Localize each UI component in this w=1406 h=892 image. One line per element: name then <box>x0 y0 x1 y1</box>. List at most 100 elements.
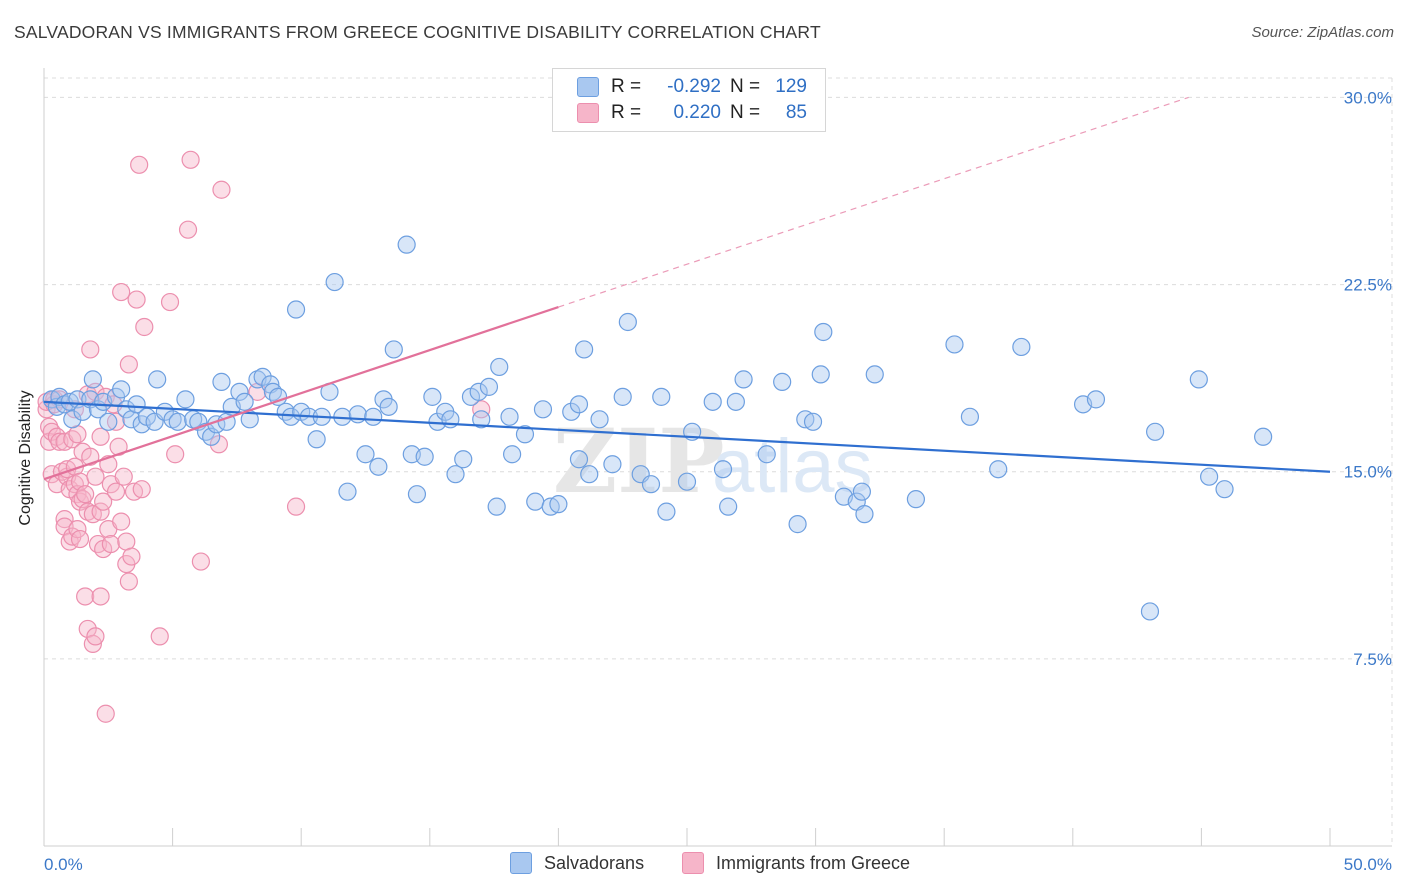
salvadoran-point <box>569 395 589 414</box>
greece-point <box>91 427 110 446</box>
legend-row-salvadorans: R = -0.292 N = 129 <box>577 75 807 99</box>
salvadoran-point <box>641 475 661 494</box>
gridlines <box>44 77 1393 846</box>
watermark: ZIP atlas <box>553 409 873 513</box>
salvadoran-point <box>865 365 884 384</box>
greece-point <box>91 587 110 606</box>
greece-point <box>106 412 126 431</box>
greece-point <box>106 482 126 501</box>
greece-point <box>209 435 228 454</box>
salvadoran-point <box>1146 422 1165 441</box>
greece-point <box>40 417 59 436</box>
y-tick-label: 22.5% <box>1344 276 1392 295</box>
bottom-legend-swatch-greece <box>682 852 704 874</box>
legend-n-key: N = <box>729 76 761 97</box>
legend-n-value: 129 <box>775 76 807 97</box>
salvadoran-point <box>1215 480 1234 499</box>
bottom-legend-swatch-salvadorans <box>510 852 532 874</box>
salvadoran-point <box>235 392 254 411</box>
salvadoran-point <box>63 410 82 429</box>
greece-point <box>132 480 151 499</box>
salvadoran-point <box>479 377 499 396</box>
salvadoran-point <box>613 387 632 406</box>
greece-point <box>76 587 95 606</box>
salvadoran-point <box>168 412 187 431</box>
greece-point <box>86 627 105 646</box>
salvadoran-point <box>657 502 676 521</box>
greece-point <box>55 510 74 529</box>
greece-point <box>212 180 231 199</box>
salvadoran-point <box>1140 602 1160 621</box>
greece-point <box>96 704 115 723</box>
salvadoran-point <box>112 380 131 399</box>
salvadoran-point <box>1086 390 1106 409</box>
legend-n-value: 85 <box>785 102 807 123</box>
salvadoran-point <box>734 370 753 389</box>
salvadoran-point <box>811 365 830 384</box>
watermark-atlas: atlas <box>712 424 873 509</box>
salvadoran-point <box>719 497 738 516</box>
greece-point <box>112 512 131 531</box>
bottom-legend-label-greece: Immigrants from Greece <box>716 852 911 873</box>
greece-point <box>86 467 105 486</box>
salvadoran-point <box>384 340 403 359</box>
salvadoran-point <box>703 392 722 411</box>
salvadoran-point <box>286 300 306 319</box>
greece-point <box>70 529 90 549</box>
greece-point <box>135 317 154 337</box>
greece-point <box>160 292 180 312</box>
salvadoran-point <box>176 390 195 409</box>
salvadoran-point <box>533 400 553 419</box>
x-tick-label: 0.0% <box>44 855 83 874</box>
salvadoran-point <box>569 450 589 469</box>
salvadoran-point <box>472 410 491 429</box>
greece-trend-extension <box>558 96 1189 308</box>
salvadoran-point <box>490 357 509 377</box>
salvadoran-point <box>397 235 416 254</box>
salvadoran-point <box>325 272 344 292</box>
greece-point <box>81 447 100 466</box>
salvadoran-point <box>307 430 326 449</box>
greece-point <box>286 497 306 516</box>
greece-point <box>166 445 185 464</box>
legend-r-value: -0.292 <box>667 76 721 97</box>
salvadoran-point <box>503 445 522 464</box>
greece-point <box>122 547 141 566</box>
salvadoran-point <box>127 395 146 414</box>
salvadoran-point <box>989 460 1008 479</box>
greece-point <box>88 534 108 554</box>
salvadoran-point <box>407 485 427 504</box>
salvadoran-point <box>773 372 792 391</box>
y-tick-label: 15.0% <box>1344 463 1392 482</box>
salvadoran-point <box>906 490 926 509</box>
salvadoran-point <box>369 457 388 476</box>
salvadoran-point <box>415 447 434 466</box>
salvadoran-point <box>83 370 102 389</box>
salvadoran-point <box>148 370 167 389</box>
salvadoran-point <box>364 407 383 426</box>
bottom-legend-label-salvadorans: Salvadorans <box>544 852 645 873</box>
salvadoran-point <box>212 372 231 391</box>
greece-point <box>114 467 133 486</box>
salvadoran-point <box>356 445 375 464</box>
greece-point <box>76 485 95 504</box>
salvadoran-point <box>99 412 118 431</box>
legend-r-key: R = <box>611 76 642 97</box>
salvadoran-point <box>590 410 609 429</box>
salvadoran-point <box>855 505 874 524</box>
tick-labels: 7.5% 15.0% 22.5% 30.0% 0.0% 50.0% <box>44 88 1392 874</box>
greece-point <box>42 422 61 441</box>
legend-r-value: 0.220 <box>673 102 721 123</box>
salvadoran-point <box>960 407 980 426</box>
watermark-zip: ZIP <box>553 409 725 513</box>
salvadoran-point <box>852 482 871 501</box>
salvadoran-point <box>446 465 465 484</box>
salvadoran-point <box>575 340 594 359</box>
greece-point <box>83 634 102 653</box>
salvadoran-point <box>423 387 442 406</box>
salvadoran-point <box>580 465 599 484</box>
greece-point <box>127 290 146 309</box>
salvadoran-point <box>454 450 473 469</box>
x-tick-label: 50.0% <box>1344 855 1392 874</box>
salvadoran-point <box>803 412 823 431</box>
